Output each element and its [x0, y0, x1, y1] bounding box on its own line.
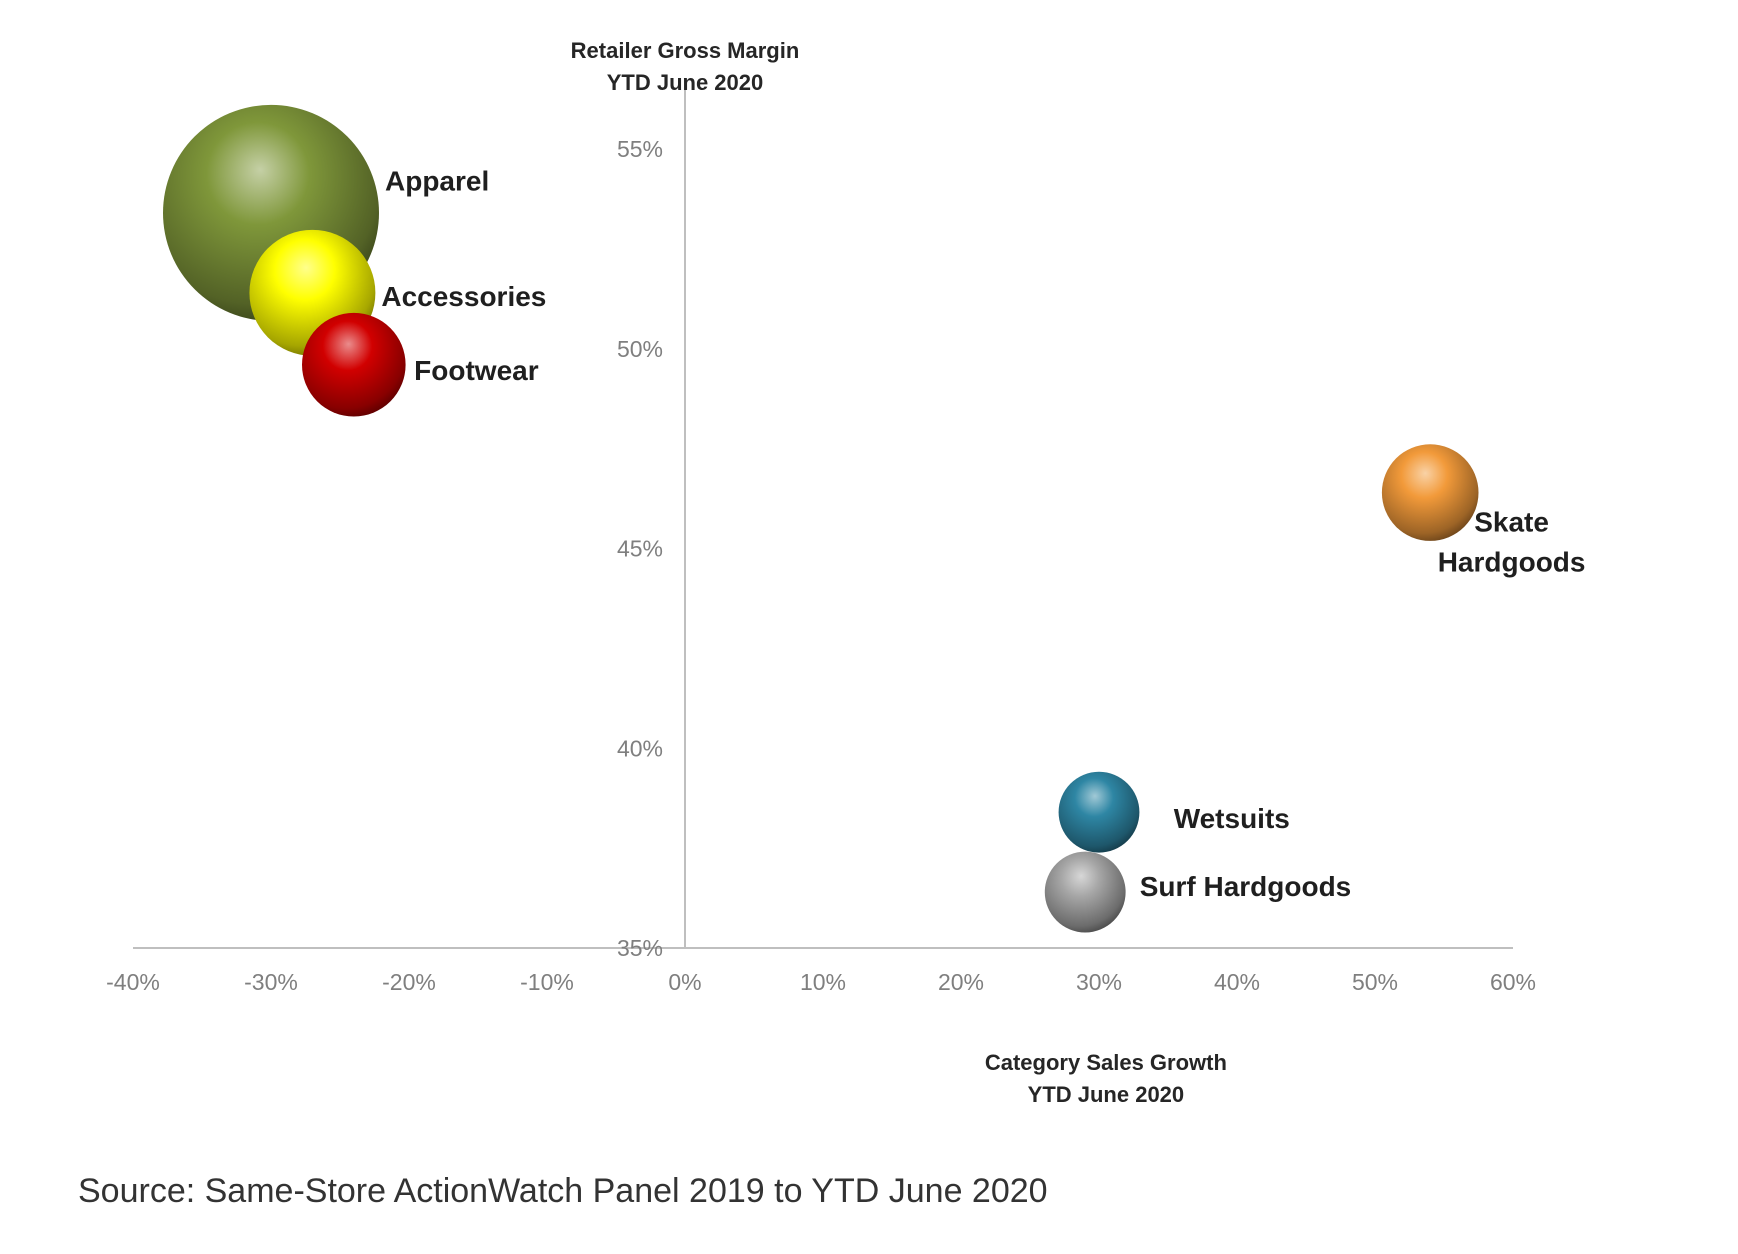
x-tick-label: -10% — [520, 969, 574, 995]
x-tick-label: -30% — [244, 969, 298, 995]
bubble-label-surf-hardgoods: Surf Hardgoods — [1140, 871, 1352, 902]
bubble-label-apparel: Apparel — [385, 166, 489, 197]
x-tick-label: 10% — [800, 969, 846, 995]
bubble-skate-hardgoods — [1381, 444, 1479, 541]
axes: -40% -30% -20% -10% 0% 10% 20% 30% 40% 50% 60% 35% 4… — [106, 38, 1536, 1107]
bubble-label-accessories: Accessories — [381, 281, 546, 312]
x-tick-label: 40% — [1214, 969, 1260, 995]
x-tick-label: -40% — [106, 969, 160, 995]
y-tick-label: 35% — [617, 935, 663, 961]
bubbles — [163, 104, 1479, 933]
x-tick-label: 20% — [938, 969, 984, 995]
bubble-surf-hardgoods — [1044, 851, 1126, 933]
bubble-footwear — [302, 312, 406, 417]
y-tick-label: 45% — [617, 536, 663, 562]
source-note: Source: Same-Store ActionWatch Panel 201… — [78, 1172, 1048, 1210]
y-tick-label: 40% — [617, 735, 663, 761]
bubble-label-skate-hardgoods: Hardgoods — [1438, 547, 1586, 578]
bubble-wetsuits — [1058, 771, 1140, 853]
x-tick-label: 0% — [668, 969, 701, 995]
bubble-label-skate-hardgoods: Skate — [1474, 507, 1549, 538]
y-tick-label: 50% — [617, 336, 663, 362]
y-axis-title: Retailer Gross Margin — [571, 38, 800, 63]
x-tick-label: 30% — [1076, 969, 1122, 995]
x-axis-title: YTD June 2020 — [1028, 1082, 1185, 1107]
x-tick-label: -20% — [382, 969, 436, 995]
y-tick-label: 55% — [617, 136, 663, 162]
bubble-labels: Apparel Accessories Footwear Skate Hardgoods… — [381, 166, 1585, 902]
x-tick-label: 60% — [1490, 969, 1536, 995]
x-tick-label: 50% — [1352, 969, 1398, 995]
bubble-label-footwear: Footwear — [414, 355, 539, 386]
x-axis-title: Category Sales Growth — [985, 1050, 1227, 1075]
y-axis-title: YTD June 2020 — [607, 70, 764, 95]
bubble-label-wetsuits: Wetsuits — [1174, 803, 1290, 834]
